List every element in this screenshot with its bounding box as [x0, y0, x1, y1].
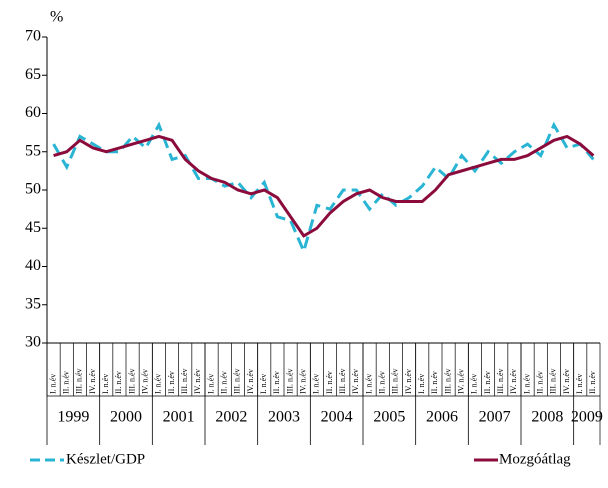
x-tick-label: I. n.év — [154, 374, 163, 394]
x-tick-label: IV. n.év — [246, 369, 255, 394]
year-label: 2008 — [531, 409, 563, 426]
x-tick-label: III. n.év — [496, 368, 505, 394]
x-tick-label: I. n.év — [470, 374, 479, 394]
x-tick-label: I. n.év — [417, 374, 426, 394]
x-tick-label: I. n.év — [312, 374, 321, 394]
year-label: 2000 — [110, 409, 142, 426]
year-label: 2007 — [479, 409, 511, 426]
y-tick-label: 30 — [25, 334, 41, 351]
x-tick-label: I. n.év — [206, 374, 215, 394]
y-tick-label: 55 — [25, 142, 41, 159]
x-tick-label: II. n.év — [536, 371, 545, 394]
y-tick-label: 40 — [25, 257, 41, 274]
x-tick-label: III. n.év — [549, 368, 558, 394]
x-tick-label: IV. n.év — [193, 369, 202, 394]
x-tick-label: III. n.év — [233, 368, 242, 394]
x-tick-label: II. n.év — [167, 371, 176, 394]
x-tick-label: II. n.év — [430, 371, 439, 394]
x-tick-label: I. n.év — [48, 374, 57, 394]
x-tick-label: I. n.év — [259, 374, 268, 394]
legend-label: Készlet/GDP — [66, 451, 145, 467]
year-label: 2004 — [321, 409, 353, 426]
x-tick-label: II. n.év — [220, 371, 229, 394]
year-label: 2005 — [373, 409, 405, 426]
x-tick-label: III. n.év — [338, 368, 347, 394]
x-tick-label: IV. n.év — [351, 369, 360, 394]
x-tick-label: III. n.év — [180, 368, 189, 394]
y-tick-label: 35 — [25, 295, 41, 312]
line-series — [53, 134, 595, 238]
x-tick-label: II. n.év — [378, 371, 387, 394]
y-tick-label: 65 — [25, 66, 41, 83]
year-label: 2006 — [426, 409, 458, 426]
x-tick-label: IV. n.év — [457, 369, 466, 394]
x-tick-label: I. n.év — [522, 374, 531, 394]
x-tick-label: I. n.év — [364, 374, 373, 394]
x-tick-label: IV. n.év — [299, 369, 308, 394]
year-label: 2001 — [163, 409, 195, 426]
x-tick-label: III. n.év — [127, 368, 136, 394]
year-label: 2002 — [215, 409, 247, 426]
x-tick-label: IV. n.év — [562, 369, 571, 394]
x-tick-label: II. n.év — [588, 371, 597, 394]
x-tick-label: III. n.év — [443, 368, 452, 394]
x-tick-label: IV. n.év — [404, 369, 413, 394]
y-tick-label: 50 — [25, 181, 41, 198]
x-tick-label: II. n.év — [483, 371, 492, 394]
x-tick-label: I. n.év — [101, 374, 110, 394]
y-tick-label: 45 — [25, 219, 41, 236]
y-tick-label: 60 — [25, 104, 41, 121]
x-tick-label: III. n.év — [391, 368, 400, 394]
x-tick-label: I. n.év — [575, 374, 584, 394]
x-tick-label: II. n.év — [114, 371, 123, 394]
x-tick-label: II. n.év — [62, 371, 71, 394]
x-tick-label: IV. n.év — [509, 369, 518, 394]
x-tick-label: II. n.év — [272, 371, 281, 394]
legend-label: Mozgóátlag — [499, 451, 571, 467]
x-tick-label: IV. n.év — [88, 369, 97, 394]
y-tick-label: 70 — [25, 28, 41, 45]
y-axis-label: % — [50, 9, 63, 26]
x-tick-label: II. n.év — [325, 371, 334, 394]
x-tick-label: IV. n.év — [141, 369, 150, 394]
year-label: 2009 — [571, 409, 603, 426]
x-tick-label: III. n.év — [75, 368, 84, 394]
x-tick-label: III. n.év — [285, 368, 294, 394]
year-label: 2003 — [268, 409, 300, 426]
year-label: 1999 — [57, 409, 89, 426]
